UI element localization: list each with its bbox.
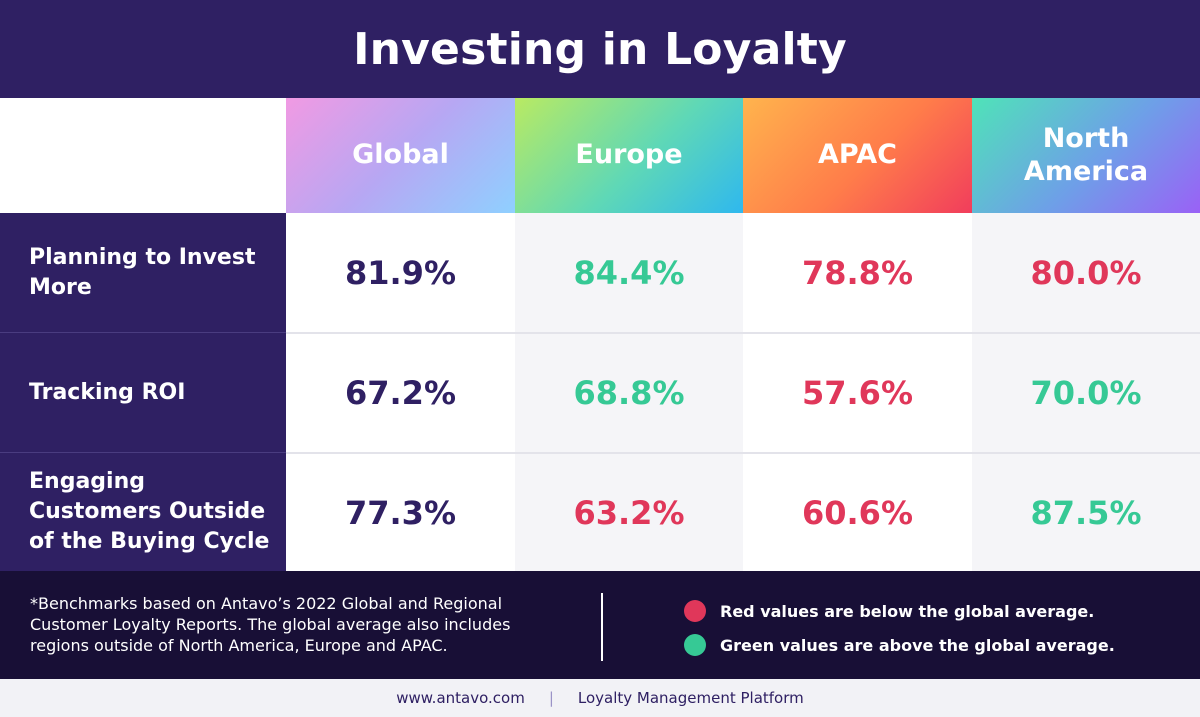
table-cell: 78.8% bbox=[743, 213, 972, 332]
table-cell: 81.9% bbox=[286, 213, 515, 332]
table-cell: 68.8% bbox=[515, 332, 743, 452]
website-link[interactable]: www.antavo.com bbox=[396, 689, 525, 707]
table-cell: 84.4% bbox=[515, 213, 743, 332]
footer-panel: *Benchmarks based on Antavo’s 2022 Globa… bbox=[0, 571, 1200, 679]
table-cell: 87.5% bbox=[972, 452, 1200, 571]
column-header-europe: Europe bbox=[515, 98, 743, 213]
table-cell: 80.0% bbox=[972, 213, 1200, 332]
green-dot-icon bbox=[684, 634, 706, 656]
legend-item-red: Red values are below the global average. bbox=[684, 600, 1094, 622]
column-header-apac: APAC bbox=[743, 98, 972, 213]
legend-label-red: Red values are below the global average. bbox=[720, 601, 1095, 621]
table-cell: 67.2% bbox=[286, 332, 515, 452]
row-label-planning-to-invest: Planning to Invest More bbox=[0, 213, 286, 332]
table-cell: 60.6% bbox=[743, 452, 972, 571]
page-title: Investing in Loyalty bbox=[353, 23, 847, 75]
tagline: Loyalty Management Platform bbox=[577, 689, 804, 707]
table-cell: 77.3% bbox=[286, 452, 515, 571]
red-dot-icon bbox=[684, 600, 706, 622]
table-corner bbox=[0, 98, 286, 213]
benchmark-table: Global Europe APAC North America Plannin… bbox=[0, 98, 1200, 571]
table-cell: 63.2% bbox=[515, 452, 743, 571]
bottom-bar: www.antavo.com | Loyalty Management Plat… bbox=[0, 679, 1200, 717]
bottom-separator: | bbox=[548, 689, 554, 707]
column-header-global: Global bbox=[286, 98, 515, 213]
footnote-text: *Benchmarks based on Antavo’s 2022 Globa… bbox=[30, 594, 511, 655]
footer-divider bbox=[601, 593, 603, 661]
row-label-tracking-roi: Tracking ROI bbox=[0, 332, 286, 452]
row-label-engaging-customers: Engaging Customers Outside of the Buying… bbox=[0, 452, 286, 571]
table-cell: 70.0% bbox=[972, 332, 1200, 452]
title-bar: Investing in Loyalty bbox=[0, 0, 1200, 98]
legend-item-green: Green values are above the global averag… bbox=[684, 634, 1115, 656]
legend-label-green: Green values are above the global averag… bbox=[720, 635, 1115, 655]
table-cell: 57.6% bbox=[743, 332, 972, 452]
column-header-north-america: North America bbox=[972, 98, 1200, 213]
